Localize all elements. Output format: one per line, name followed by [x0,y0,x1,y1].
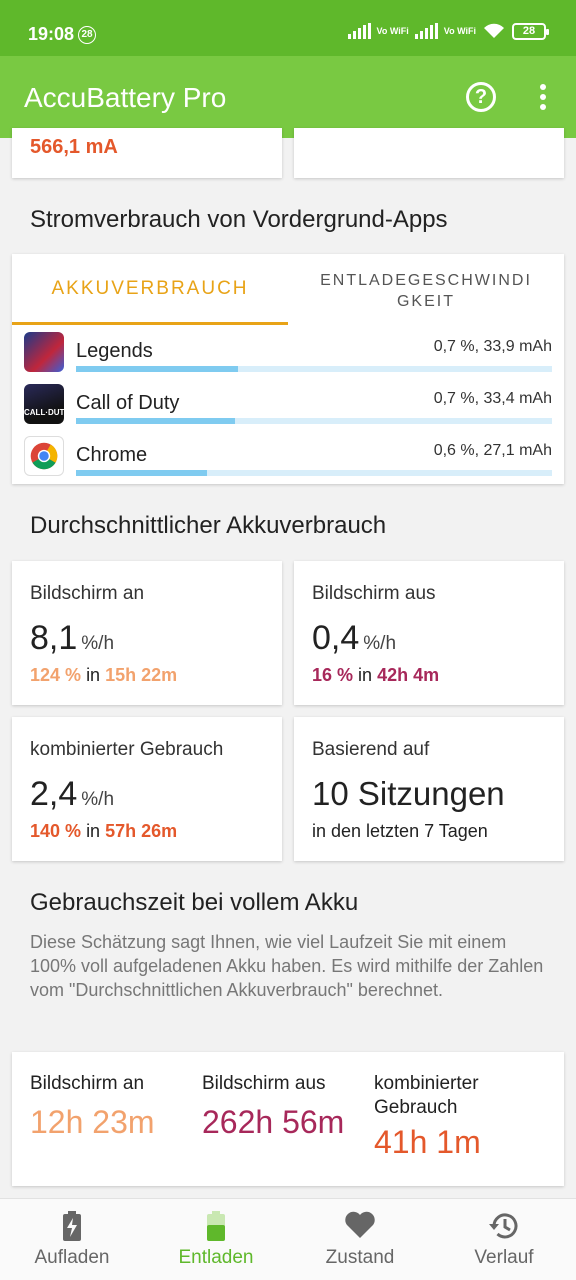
sessions-card: Basierend auf 10 Sitzungen in den letzte… [294,717,564,861]
combined-rate-unit: %/h [81,789,115,810]
foreground-apps-card: AKKUVERBRAUCH ENTLADEGESCHWINDIGKEIT Leg… [12,254,564,484]
sessions-period: in den letzten 7 Tagen [312,821,488,841]
app-name: Legends [76,340,153,362]
full-screen-on: Bildschirm an 12h 23m [30,1072,210,1141]
nav-label: Verlauf [474,1247,534,1268]
chrome-app-icon [24,436,64,476]
screen-off-rate-value: 0,4 [312,619,360,657]
nav-entladen[interactable]: Entladen [144,1199,288,1280]
vowifi-label-2: Vo WiFi [443,25,476,36]
based-on-label: Basierend auf [312,739,430,760]
tab-entladegeschwindigkeit[interactable]: ENTLADEGESCHWINDIGKEIT [288,254,564,324]
screen-off-card: Bildschirm aus 0,4 %/h 16 % in 42h 4m [294,561,564,705]
full-combined: kombinierter Gebrauch 41h 1m [374,1072,544,1161]
app-usage-value: 0,7 %, 33,9 mAh [433,338,552,355]
screen-on-rate-unit: %/h [81,633,115,654]
nav-label: Zustand [325,1247,395,1268]
full-combined-value: 41h 1m [374,1124,481,1160]
full-combined-label: kombinierter Gebrauch [374,1073,479,1118]
in-label: in [358,665,373,685]
legends-app-icon [24,332,64,372]
cell-signal-icon [347,23,371,39]
screen-off-duration: 42h 4m [377,665,440,685]
combined-label: kombinierter Gebrauch [30,739,224,760]
usage-bar-track [76,418,552,424]
history-icon [489,1213,518,1239]
nav-label: Entladen [178,1247,254,1268]
app-title: AccuBattery Pro [24,82,227,113]
in-label: in [86,821,101,841]
app-row-chrome[interactable]: Chrome 0,6 %, 27,1 mAh [12,436,564,488]
full-charge-description: Diese Schätzung sagt Ihnen, wie viel Lau… [30,932,544,1000]
usage-bar-track [76,470,552,476]
screen-on-rate: 8,1 %/h [30,619,114,658]
full-screen-on-label: Bildschirm an [30,1073,145,1094]
full-charge-card: Bildschirm an 12h 23m Bildschirm aus 262… [12,1052,564,1186]
screen-on-duration: 15h 22m [105,665,178,685]
nav-verlauf[interactable]: Verlauf [432,1199,576,1280]
cell-signal-icon-2 [414,23,438,39]
nav-label: Aufladen [34,1247,110,1268]
average-title: Durchschnittlicher Akkuverbrauch [30,512,387,539]
nav-aufladen[interactable]: Aufladen [0,1199,144,1280]
current-card: 566,1 mA [12,128,282,178]
sessions-count: 10 Sitzungen [312,775,505,812]
current-value: 566,1 mA [30,136,118,158]
help-icon[interactable]: ? [466,82,496,112]
screen-on-summary: 124 % in 15h 22m [30,665,177,686]
screen-off-label: Bildschirm aus [312,583,436,604]
full-screen-off-value: 262h 56m [202,1104,345,1140]
current-card-right [294,128,564,178]
app-usage-value: 0,7 %, 33,4 mAh [433,390,552,407]
tab-akkuverbrauch[interactable]: AKKUVERBRAUCH [51,278,249,299]
screen-on-percent: 124 % [30,665,82,685]
combined-rate-value: 2,4 [30,775,78,813]
app-bar: AccuBattery Pro ? [0,56,576,138]
app-usage-value: 0,6 %, 27,1 mAh [433,442,552,459]
full-screen-on-value: 12h 23m [30,1104,155,1140]
combined-percent: 140 % [30,821,82,841]
usage-bar-fill [76,418,236,424]
full-screen-off: Bildschirm aus 262h 56m [202,1072,382,1141]
usage-bar-track [76,366,552,372]
screen-on-rate-value: 8,1 [30,619,78,657]
nav-zustand[interactable]: Zustand [288,1199,432,1280]
battery-icon: 28 [512,22,549,40]
in-label: in [86,665,101,685]
wifi-icon [484,23,504,38]
full-charge-title: Gebrauchszeit bei vollem Akku [30,889,359,916]
combined-duration: 57h 26m [105,821,178,841]
usage-bar-fill [76,470,207,476]
app-name: Call of Duty [76,392,180,414]
notification-badge: 28 [78,26,96,44]
combined-card: kombinierter Gebrauch 2,4 %/h 140 % in 57… [12,717,282,861]
status-icons: Vo WiFi Vo WiFi 28 [347,22,549,40]
screen-off-rate-unit: %/h [363,633,397,654]
screen-off-rate: 0,4 %/h [312,619,396,658]
more-vert-icon[interactable] [534,84,552,112]
battery-discharging-icon [207,1211,225,1241]
bottom-navigation: Aufladen Entladen Zustand Verlauf [0,1198,576,1280]
screen-on-card: Bildschirm an 8,1 %/h 124 % in 15h 22m [12,561,282,705]
heart-icon [345,1211,375,1238]
app-name: Chrome [76,444,148,466]
screen-on-label: Bildschirm an [30,583,145,604]
usage-bar-fill [76,366,238,372]
status-bar: 19:08 28 Vo WiFi Vo WiFi 28 [0,0,576,56]
call-of-duty-app-icon: CALL·DUTY [24,384,70,424]
screen-off-percent: 16 % [312,665,354,685]
combined-rate: 2,4 %/h [30,775,114,814]
vowifi-label-1: Vo WiFi [376,25,409,36]
battery-charging-icon [63,1211,81,1241]
tab-entladegeschwindigkeit-label: ENTLADEGESCHWINDIGKEIT [320,272,532,310]
app-row-legends[interactable]: Legends 0,7 %, 33,9 mAh [12,332,564,384]
tab-indicator [12,322,288,325]
combined-summary: 140 % in 57h 26m [30,821,177,842]
status-time: 19:08 [28,24,75,44]
screen-off-summary: 16 % in 42h 4m [312,665,439,686]
foreground-title: Stromverbrauch von Vordergrund-Apps [30,206,448,233]
app-row-call-of-duty[interactable]: CALL·DUTY Call of Duty 0,7 %, 33,4 mAh [12,384,564,436]
full-screen-off-label: Bildschirm aus [202,1073,326,1094]
